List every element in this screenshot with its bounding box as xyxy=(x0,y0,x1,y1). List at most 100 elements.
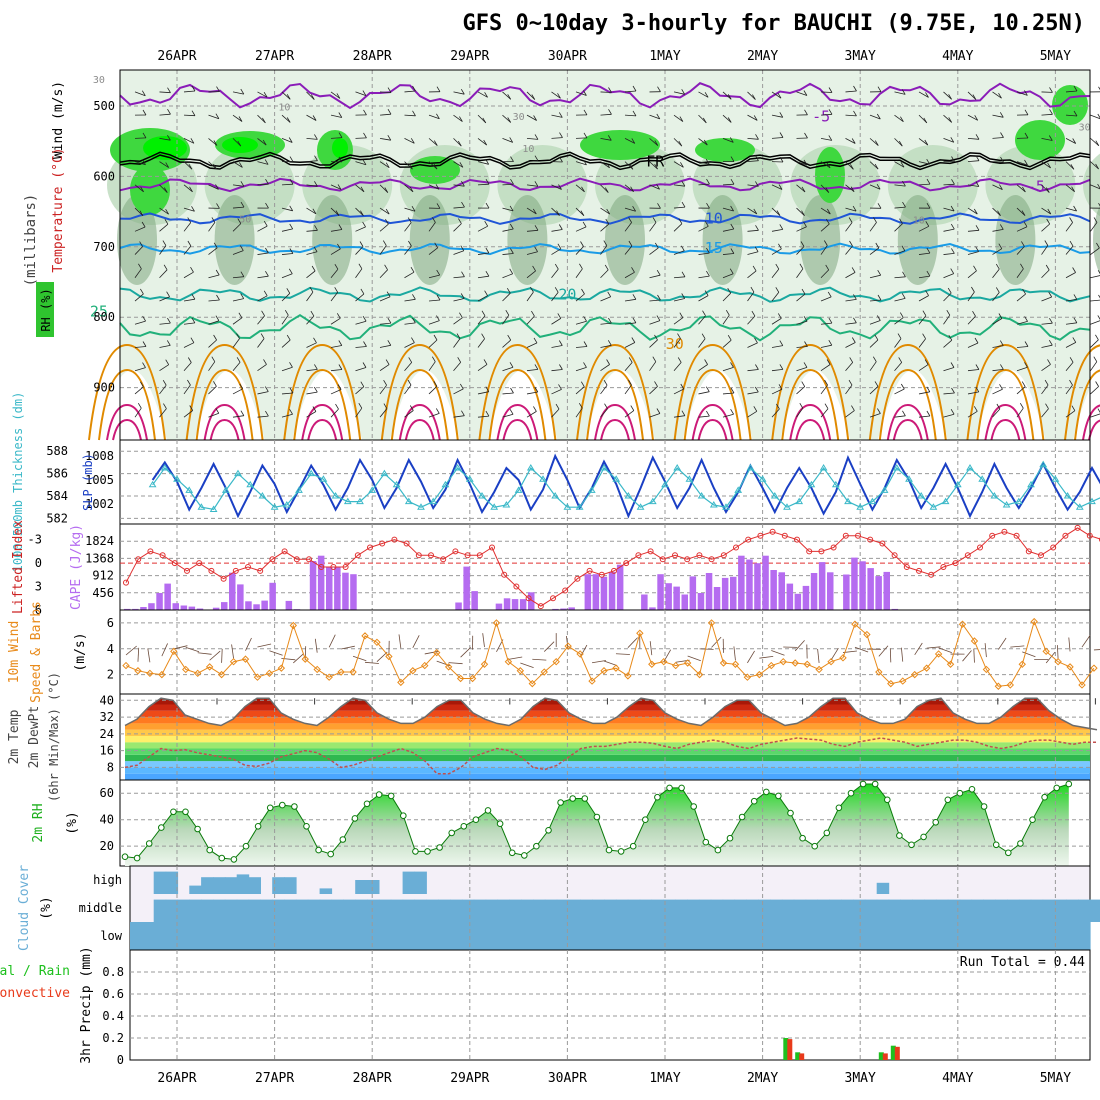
wind-axis-label: Wind (m/s) xyxy=(51,81,66,159)
bottom-date-label: 28APR xyxy=(353,1071,392,1086)
wind-barb-feather xyxy=(142,315,146,322)
cloud-cell-middle xyxy=(1078,899,1091,922)
rh-moist-core xyxy=(409,195,450,285)
wind-barb-feather xyxy=(948,94,952,100)
wind-barb-feather xyxy=(484,92,488,98)
wind-barb xyxy=(232,276,244,279)
wind-barb-feather xyxy=(1098,86,1100,91)
wind-barb xyxy=(649,413,661,418)
wind-barb-feather xyxy=(975,246,979,252)
wind-barb-feather xyxy=(457,140,462,147)
rh-moist-core xyxy=(995,195,1036,285)
wind-barb xyxy=(306,342,317,348)
wind-barb xyxy=(379,161,390,169)
wind-barb xyxy=(330,137,343,139)
wind-barb-feather xyxy=(167,108,171,115)
temp-tick: 16 xyxy=(100,744,114,758)
rh2m-marker xyxy=(750,797,758,805)
wind-barb-feather xyxy=(579,263,583,270)
rh2m-marker xyxy=(412,848,419,855)
wind-barb-feather xyxy=(336,93,341,99)
rh2m-marker xyxy=(847,789,855,797)
wind-barb xyxy=(502,314,510,325)
wind-barb xyxy=(943,413,955,418)
lifted-marker xyxy=(171,560,178,567)
wind-barb xyxy=(232,362,241,371)
wind10m-marker xyxy=(504,657,513,666)
wind-barb-feather xyxy=(507,94,512,100)
wind-barb-feather xyxy=(510,178,514,185)
wind-barb xyxy=(624,322,636,325)
wind10m-marker xyxy=(1018,660,1026,668)
wind-barb xyxy=(379,137,391,141)
lifted-marker xyxy=(391,536,398,543)
cape-bar xyxy=(859,561,866,610)
wind-barb-feather xyxy=(629,164,634,170)
wind-barb-feather xyxy=(384,187,389,193)
wind-barb-feather xyxy=(998,92,1002,99)
wind-barb-feather xyxy=(804,132,808,139)
wind-barb xyxy=(281,366,293,372)
wind10m-barb xyxy=(352,655,367,662)
wind-barb xyxy=(551,345,563,348)
wind-barb-feather xyxy=(187,357,192,363)
lifted-marker xyxy=(135,556,142,563)
wind-barb-feather xyxy=(485,247,490,254)
cloud-cell-middle xyxy=(1066,899,1079,922)
rh2m-marker xyxy=(932,819,940,826)
wind-barb xyxy=(698,252,710,255)
warm-dome-contour xyxy=(683,368,742,441)
thickness-marker xyxy=(953,480,962,488)
wind-barb-feather xyxy=(1097,315,1100,320)
wind-barb xyxy=(404,298,416,302)
wind10m-marker xyxy=(731,660,740,668)
wind-barb-feather xyxy=(191,317,196,324)
cloud-cell-high xyxy=(213,877,226,894)
wind-barb-feather xyxy=(409,405,414,411)
wind-barb-feather xyxy=(165,162,170,168)
wind-barb-feather xyxy=(580,241,584,247)
wind-barb-feather xyxy=(481,310,486,317)
temp-band xyxy=(125,736,1090,743)
lifted-marker xyxy=(842,532,849,539)
wind-barb xyxy=(1016,346,1029,348)
wind-barb-feather xyxy=(801,186,806,193)
wind-barb-feather xyxy=(484,220,489,227)
thickness-marker xyxy=(709,500,718,508)
wind10m-barb xyxy=(376,651,388,662)
wind-barb-feather xyxy=(138,263,142,270)
wind-barb-feather xyxy=(754,246,759,252)
wind-barb xyxy=(845,384,853,395)
wind-barb-feather xyxy=(557,243,562,250)
lifted-marker xyxy=(1013,532,1020,539)
rh2m-marker xyxy=(666,784,673,792)
temp-tick: 32 xyxy=(100,710,114,724)
wind-barb-feather xyxy=(363,132,367,139)
wind-barb xyxy=(526,160,539,163)
wind10m-speed-label: Speed & Barbs xyxy=(29,601,44,703)
cloud-cell-low xyxy=(864,922,878,950)
wind10m-marker xyxy=(612,664,620,672)
wind-barb xyxy=(673,138,683,147)
wind-barb-feather xyxy=(534,155,539,161)
p4-grid xyxy=(120,610,1090,694)
wind-barb xyxy=(600,269,609,279)
lifted-marker xyxy=(1086,532,1093,539)
wind-barb-feather xyxy=(1073,294,1078,300)
wind-barb xyxy=(306,391,318,395)
wind-barb-feather xyxy=(509,223,514,230)
wind-barb xyxy=(992,345,1004,348)
top-date-label: 5MAY xyxy=(1040,49,1071,64)
wind10m-barb xyxy=(269,650,283,656)
wind-barb xyxy=(453,161,464,168)
wind-barb-feather xyxy=(163,403,167,409)
wind-barb-feather xyxy=(510,156,514,162)
wind-barb xyxy=(404,322,416,325)
p2-series xyxy=(148,453,1100,519)
wind-barb-feather xyxy=(631,337,636,343)
rh-green-blob xyxy=(695,138,755,162)
wind-barb xyxy=(600,344,612,348)
wind-barb-feather xyxy=(730,223,735,230)
wind-barb xyxy=(1065,272,1076,279)
